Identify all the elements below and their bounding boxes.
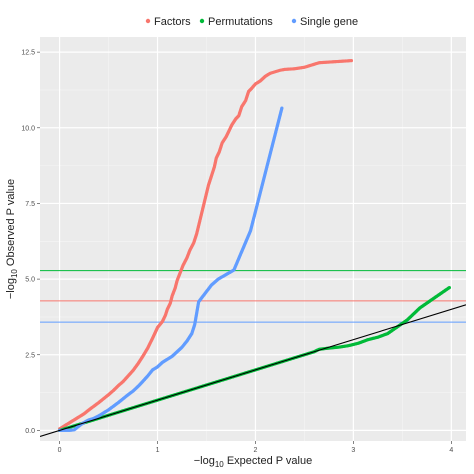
axis-ticks: 0 1 2 3 4 0.0 2.5 5.0 7.5 10.0 12.5 [21,50,453,454]
data-point [447,285,451,290]
threshold-lines [40,270,466,323]
reference-line [40,304,466,437]
y-tick-label: 5.0 [25,277,35,284]
x-tick-label: 2 [253,447,257,454]
legend-label: Factors [154,16,191,28]
legend-item-permutations: Permutations [199,16,273,28]
y-tick-label: 7.5 [25,201,35,208]
data-points [57,59,451,433]
reference-line-layer [40,304,466,437]
data-point [349,59,354,63]
grid-lines [40,37,466,441]
data-point [280,106,284,110]
series-single-gene [57,106,284,433]
y-tick-label: 2.5 [25,352,35,359]
legend: Factors Permutations Single gene [145,16,358,28]
legend-item-factors: Factors [145,16,191,28]
y-tick-label: 10.0 [21,125,35,132]
x-tick-label: 1 [156,447,160,454]
legend-item-single-gene: Single gene [291,16,358,28]
y-axis-title: −log10 Observed P value [5,179,19,299]
x-tick-label: 4 [449,447,453,454]
y-tick-label: 0.0 [25,428,35,435]
series-factors [57,59,354,431]
legend-key [145,18,151,24]
plot-panel [40,37,466,441]
x-axis-title: −log10 Expected P value [194,455,312,469]
x-tick-label: 0 [58,447,62,454]
legend-label: Single gene [300,16,358,28]
legend-key [291,18,297,24]
legend-label: Permutations [208,16,273,28]
legend-key [199,18,205,24]
x-tick-label: 3 [351,447,355,454]
y-tick-label: 12.5 [21,50,35,57]
